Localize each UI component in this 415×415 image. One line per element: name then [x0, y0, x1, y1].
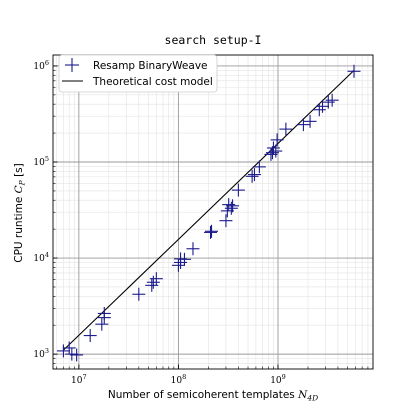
data-point — [205, 224, 219, 238]
legend: Resamp BinaryWeave Theoretical cost mode… — [58, 54, 218, 93]
tick-labels: 107 108 109 103 104 105 106 — [33, 59, 285, 386]
data-point — [270, 133, 284, 147]
data-point — [231, 183, 245, 197]
y-tick-label: 106 — [33, 59, 49, 72]
data-point — [56, 344, 70, 358]
data-point — [95, 317, 109, 331]
data-point — [247, 168, 261, 182]
legend-box — [58, 54, 218, 93]
data-point — [303, 114, 317, 128]
chart-title: search setup-I — [165, 33, 262, 47]
data-point — [146, 275, 160, 289]
y-axis-label: CPU runtime CP [s] — [13, 163, 27, 263]
axis-ticks — [53, 65, 374, 370]
data-point — [97, 306, 111, 320]
data-point — [252, 160, 266, 174]
data-point — [149, 272, 163, 286]
data-point — [177, 252, 191, 266]
data-point — [226, 199, 240, 213]
data-point — [224, 201, 238, 215]
minor-grid — [53, 55, 374, 370]
theoretical-cost-line — [63, 69, 355, 351]
x-tick-label: 108 — [171, 373, 187, 386]
x-axis-label: Number of semicoherent templates N4D — [108, 389, 318, 403]
legend-marker-scatter — [65, 58, 79, 72]
data-point — [245, 169, 259, 183]
data-point — [186, 242, 200, 256]
x-tick-label: 109 — [270, 373, 286, 386]
data-point — [296, 118, 310, 132]
data-point — [83, 329, 97, 343]
legend-label-scatter: Resamp BinaryWeave — [93, 60, 208, 72]
data-point — [269, 144, 283, 158]
plot-content — [56, 64, 361, 362]
data-point — [325, 93, 339, 107]
data-point — [266, 141, 280, 155]
y-tick-label: 105 — [33, 155, 49, 168]
x-tick-label: 107 — [71, 373, 87, 386]
data-point — [70, 348, 84, 362]
y-tick-label: 103 — [33, 347, 49, 360]
legend-label-line: Theoretical cost model — [92, 76, 213, 88]
data-point — [62, 341, 76, 355]
data-point — [347, 64, 361, 78]
data-point — [279, 122, 293, 136]
data-point — [132, 287, 146, 301]
data-point — [204, 225, 218, 239]
data-point — [145, 278, 159, 292]
y-tick-label: 104 — [33, 251, 49, 264]
data-point — [219, 214, 233, 228]
data-point — [312, 103, 326, 117]
data-point — [171, 258, 185, 272]
